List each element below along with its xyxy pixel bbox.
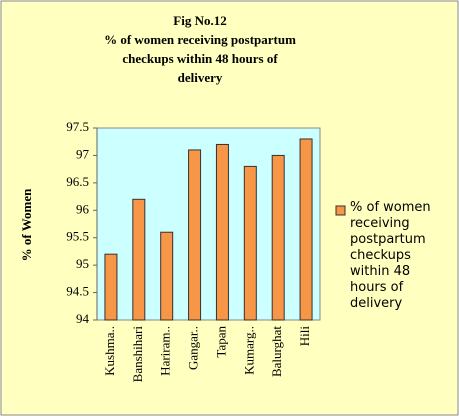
bar bbox=[243, 165, 257, 321]
x-tick-label: Hili bbox=[297, 326, 312, 347]
y-tick-label: 94 bbox=[76, 311, 90, 326]
bar bbox=[215, 143, 229, 321]
chart-title: delivery bbox=[178, 70, 223, 85]
bar bbox=[188, 149, 202, 321]
bar bbox=[104, 253, 118, 321]
bar bbox=[299, 138, 313, 321]
legend-label: % of women receiving postpartum checkups… bbox=[350, 200, 431, 311]
chart-title: Fig No.12 bbox=[173, 13, 226, 28]
y-tick-label: 94.5 bbox=[66, 284, 89, 299]
x-tick-label: Hariram.. bbox=[158, 326, 173, 376]
plot-area bbox=[96, 127, 321, 321]
y-tick-label: 97.5 bbox=[66, 119, 89, 134]
chart-title: checkups within 48 hours of bbox=[122, 51, 278, 66]
x-tick-label: Banshihari bbox=[130, 326, 145, 383]
x-tick-label: Kushma.. bbox=[102, 326, 117, 376]
x-tick-label: Kumarg.. bbox=[241, 326, 256, 375]
y-tick-label: 95 bbox=[76, 256, 89, 271]
legend-swatch bbox=[335, 205, 346, 216]
y-tick-label: 97 bbox=[76, 146, 90, 161]
y-axis-title: % of Women bbox=[19, 188, 34, 261]
bar bbox=[271, 154, 285, 321]
bar bbox=[132, 198, 146, 321]
chart-title: % of women receiving postpartum bbox=[104, 32, 296, 47]
y-tick-label: 96 bbox=[76, 201, 90, 216]
x-tick-label: Gangar.. bbox=[186, 326, 201, 370]
y-tick-label: 95.5 bbox=[66, 229, 89, 244]
x-tick-label: Balurghat bbox=[269, 326, 284, 377]
x-tick-label: Tapan bbox=[213, 326, 228, 358]
y-tick-label: 96.5 bbox=[66, 174, 89, 189]
bar bbox=[160, 231, 174, 321]
